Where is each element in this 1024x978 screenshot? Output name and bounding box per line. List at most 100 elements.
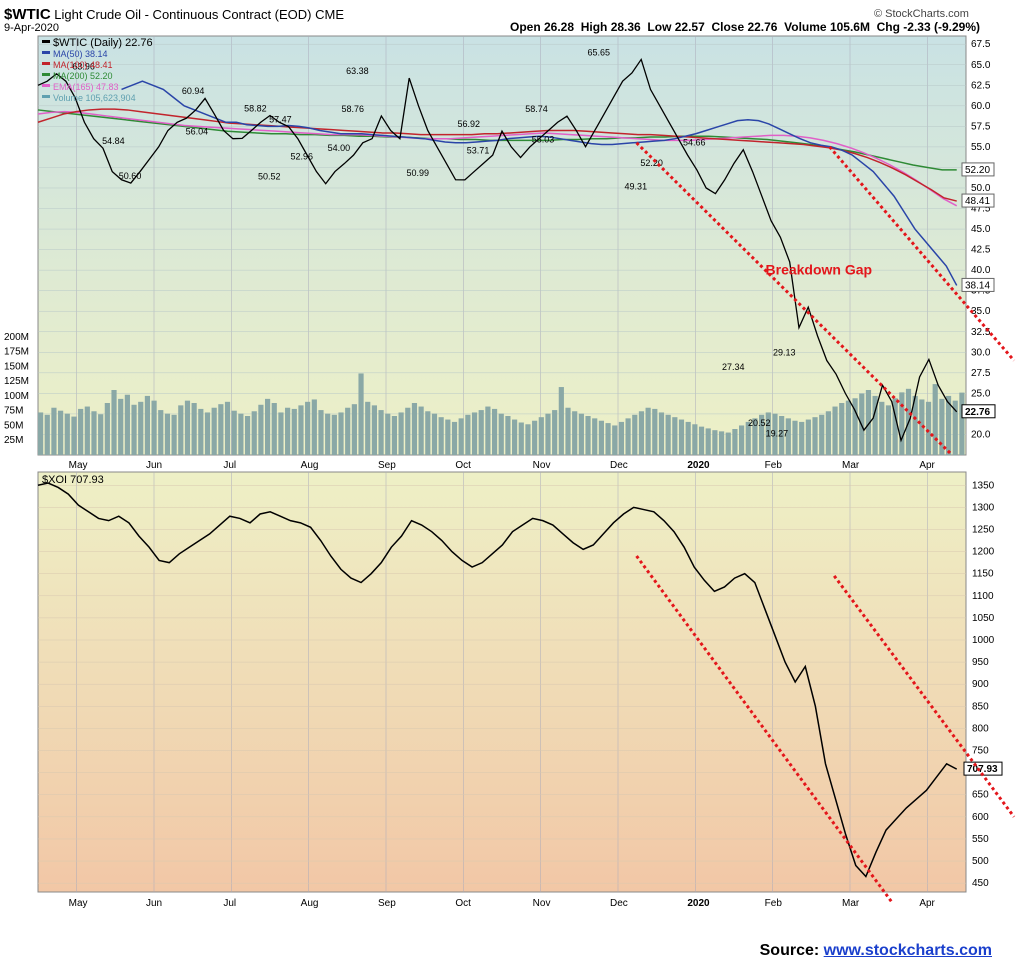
volume-bar [51,407,57,455]
volume-bar [672,417,678,455]
volume-bar [792,420,798,455]
volume-bar [578,413,584,455]
volume-bar [71,416,77,455]
price-label: 52.20 [640,158,663,168]
volume-bar [451,421,458,455]
volume-bar [158,410,164,455]
volume-bar [358,373,364,455]
price-label: 63.38 [346,66,369,76]
volume-bar [311,399,317,455]
legend-swatch [42,84,50,87]
volume-bar [512,419,518,455]
close-value: Close 22.76 [711,20,778,34]
volume-tick-label: 200M [4,332,29,343]
volume-bar [318,410,324,455]
volume-bar [812,417,818,455]
volume-bar [78,408,84,455]
legend-swatch [42,73,50,76]
volume-bar [538,417,544,455]
ma-end-label: 48.41 [965,196,990,207]
volume-bar [785,418,791,455]
volume-bar [104,403,110,455]
trendline [833,574,1016,818]
volume-bar [171,414,177,455]
volume-bar [111,390,117,455]
volume-bar [445,419,451,455]
x-tick-label: May [69,898,88,909]
y-tick-label: 450 [972,878,989,889]
x-tick-label: 2020 [687,898,710,909]
volume-tick-label: 75M [4,406,23,417]
x-tick-label: Oct [455,898,471,909]
volume-tick-label: 150M [4,361,29,372]
price-label: 65.65 [587,47,610,57]
trendline [828,145,1016,362]
y-tick-label: 1000 [972,635,995,646]
y-tick-label: 65.0 [971,60,991,71]
x-tick-label: Aug [301,898,319,909]
volume-bar [224,401,231,455]
last-price-label: 22.76 [965,407,990,418]
volume-bar [912,395,918,455]
y-tick-label: 1250 [972,524,995,535]
volume-bar [925,401,932,455]
volume-bar [665,414,671,455]
volume-bar [191,403,197,455]
y-tick-label: 50.0 [971,183,991,194]
volume-bar [178,405,184,455]
y-tick-label: 30.0 [971,347,991,358]
volume-bar [572,411,578,455]
volume-bar [658,412,665,455]
volume-bar [612,425,618,455]
price-label: 50.60 [119,171,142,181]
volume-bar [405,407,411,455]
volume-value: Volume 105.6M [784,20,870,34]
last-price-box [961,404,996,419]
ma-end-box [961,162,995,177]
ma-end-label: 38.14 [965,280,990,291]
volume-bar [832,406,838,455]
y-tick-label: 550 [972,834,989,845]
price-label: 58.76 [342,104,365,114]
wtic-price-line [37,57,958,443]
open-value: Open 26.28 [510,20,575,34]
y-tick-label: 1150 [972,569,994,580]
volume-bar [204,412,211,455]
legend-swatch [42,40,50,43]
legend-entry: MA(200) 52.20 [53,71,113,81]
volume-bar [391,416,398,455]
x-tick-label: Sep [378,460,396,471]
volume-bar [331,414,337,455]
volume-bar [698,426,705,455]
price-label: 29.13 [773,347,796,357]
y-tick-label: 1300 [972,502,995,513]
volume-bar [325,413,331,455]
volume-bar [478,410,484,455]
price-label: 56.92 [458,119,481,129]
volume-bar [91,411,97,455]
volume-bar [465,414,471,455]
x-tick-label: Jul [223,898,236,909]
volume-bar [164,413,171,455]
volume-bar [124,394,130,455]
source-link[interactable]: www.stockcharts.com [823,942,992,959]
volume-tick-label: 125M [4,376,29,387]
volume-bar [625,418,631,455]
y-tick-label: 600 [972,812,989,823]
y-tick-label: 950 [972,657,989,668]
x-tick-label: Jul [223,460,236,471]
volume-bar [939,398,945,455]
legend-entry: MA(50) 38.14 [53,49,108,59]
volume-bar [845,400,852,455]
ema165-line [37,110,958,207]
volume-bar [799,421,805,455]
price-label: 54.00 [328,143,351,153]
y-tick-label: 32.5 [971,327,991,338]
legend-swatch [42,62,50,65]
y-tick-label: 1350 [972,480,995,491]
volume-bar [759,414,765,455]
volume-bar [685,421,691,455]
price-label: 58.74 [525,104,548,114]
legend-entry: $WTIC (Daily) 22.76 [53,37,153,49]
volume-bar [231,410,237,455]
